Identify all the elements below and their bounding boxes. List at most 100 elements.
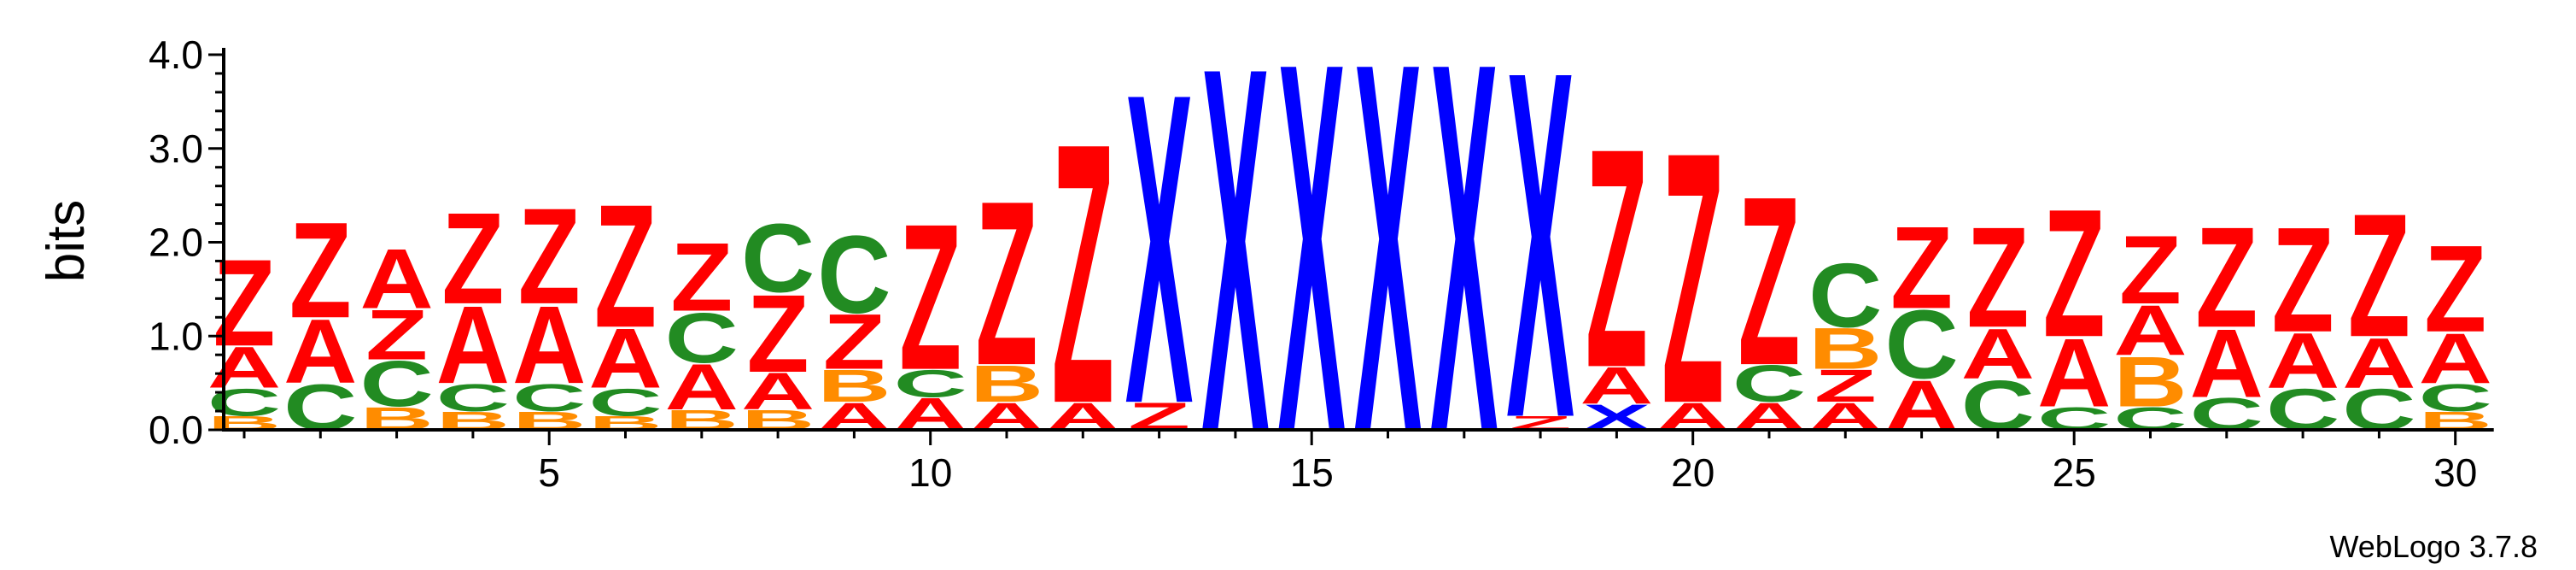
logo-column-21: ACZ bbox=[1732, 146, 1806, 438]
glyph-Z: Z bbox=[1586, 84, 1648, 433]
glyph-B: B bbox=[2113, 342, 2187, 421]
y-tick-label: 4.0 bbox=[149, 32, 203, 77]
glyph-C: C bbox=[817, 213, 891, 337]
glyph-C: C bbox=[436, 376, 510, 420]
logo-column-18: ZX bbox=[1506, 0, 1574, 521]
glyph-A: A bbox=[2419, 319, 2492, 398]
y-tick-label: 0.0 bbox=[149, 408, 203, 452]
glyph-C: C bbox=[894, 362, 967, 406]
glyph-X: X bbox=[1125, 2, 1194, 497]
glyph-A: A bbox=[665, 350, 739, 423]
glyph-A: A bbox=[436, 284, 510, 408]
glyph-A: A bbox=[1961, 314, 2035, 393]
y-tick-label: 3.0 bbox=[149, 126, 203, 171]
glyph-B: B bbox=[817, 361, 891, 412]
logo-column-29: CAZ bbox=[2342, 177, 2415, 442]
glyph-Z: Z bbox=[670, 222, 733, 332]
glyph-Z: Z bbox=[594, 167, 657, 364]
logo-column-17: X bbox=[1430, 0, 1498, 543]
logo-column-12: AZ bbox=[1046, 66, 1119, 480]
glyph-A: A bbox=[1580, 357, 1653, 415]
logo-column-10: ACZ bbox=[894, 180, 967, 440]
glyph-Z: Z bbox=[2348, 177, 2410, 373]
glyph-Z: Z bbox=[518, 179, 581, 332]
x-tick-label: 25 bbox=[2053, 450, 2096, 495]
logo-column-24: CAZ bbox=[1961, 197, 2035, 445]
glyph-Z: Z bbox=[2195, 197, 2258, 357]
logo-column-2: CAZ bbox=[283, 193, 357, 444]
glyph-C: C bbox=[207, 381, 281, 425]
glyph-X: X bbox=[1506, 0, 1574, 521]
glyph-A: A bbox=[207, 335, 281, 401]
glyph-X: X bbox=[1277, 0, 1346, 543]
glyph-Z: Z bbox=[1052, 66, 1114, 480]
glyph-Z: Z bbox=[747, 272, 809, 396]
glyph-Z: Z bbox=[2043, 171, 2106, 375]
glyph-A: A bbox=[2113, 291, 2187, 370]
glyph-A: A bbox=[2190, 309, 2263, 418]
glyph-A: A bbox=[283, 300, 357, 403]
glyph-Z: Z bbox=[1890, 203, 1953, 334]
glyph-Z: Z bbox=[1966, 197, 2029, 357]
glyph-Z: Z bbox=[1662, 79, 1724, 479]
weblogo-credit: WebLogo 3.7.8 bbox=[2329, 529, 2538, 564]
x-tick-label: 15 bbox=[1290, 450, 1334, 495]
glyph-Z: Z bbox=[823, 298, 885, 385]
glyph-A: A bbox=[2037, 318, 2111, 427]
glyph-A: A bbox=[741, 362, 815, 420]
logo-column-19: XAZ bbox=[1580, 84, 1653, 438]
glyph-A: A bbox=[2266, 317, 2339, 404]
glyph-Z: Z bbox=[976, 151, 1038, 414]
logo-column-14: X bbox=[1201, 0, 1270, 541]
glyph-Z: Z bbox=[1738, 146, 1801, 415]
glyph-X: X bbox=[1354, 0, 1422, 543]
glyph-C: C bbox=[1808, 244, 1882, 346]
y-axis-title: bits bbox=[37, 200, 96, 282]
glyph-Z: Z bbox=[441, 186, 504, 332]
glyph-B: B bbox=[970, 355, 1043, 413]
y-axis: 0.0 1.0 2.0 3.0 4.0 bbox=[149, 32, 225, 452]
logo-column-25: CAZ bbox=[2037, 171, 2111, 438]
logo-column-27: CAZ bbox=[2190, 197, 2263, 439]
x-tick-label: 20 bbox=[1671, 450, 1714, 495]
logo-column-15: X bbox=[1277, 0, 1346, 543]
logo-column-16: X bbox=[1354, 0, 1422, 543]
glyph-Z: Z bbox=[289, 193, 352, 346]
x-tick-label: 10 bbox=[908, 450, 952, 495]
glyph-X: X bbox=[1201, 0, 1270, 541]
glyph-C: C bbox=[665, 297, 739, 377]
logo-column-28: CAZ bbox=[2266, 196, 2339, 443]
logo-column-13: ZX bbox=[1125, 2, 1194, 497]
glyph-A: A bbox=[2342, 323, 2415, 403]
x-tick-label: 30 bbox=[2433, 450, 2477, 495]
glyph-C: C bbox=[359, 348, 433, 420]
glyph-C: C bbox=[588, 381, 662, 425]
glyph-C: C bbox=[1732, 355, 1806, 413]
glyph-C: C bbox=[741, 203, 815, 313]
x-axis: 5 10 15 20 25 30 bbox=[224, 428, 2494, 495]
glyph-B: B bbox=[1808, 316, 1882, 382]
y-tick-label: 1.0 bbox=[149, 314, 203, 358]
glyph-A: A bbox=[512, 284, 586, 408]
glyph-C: C bbox=[2419, 376, 2492, 420]
glyph-Z: Z bbox=[365, 295, 428, 374]
x-tick-label: 5 bbox=[538, 450, 560, 495]
glyph-C: C bbox=[1884, 290, 1958, 399]
logo-column-20: AZ bbox=[1656, 79, 1730, 479]
glyph-A: A bbox=[359, 232, 433, 326]
glyph-Z: Z bbox=[2424, 220, 2486, 358]
glyph-Z: Z bbox=[2272, 196, 2334, 363]
logo-column-23: ACZ bbox=[1884, 203, 1958, 445]
glyph-C: C bbox=[512, 376, 586, 420]
glyph-Z: Z bbox=[2119, 214, 2182, 324]
